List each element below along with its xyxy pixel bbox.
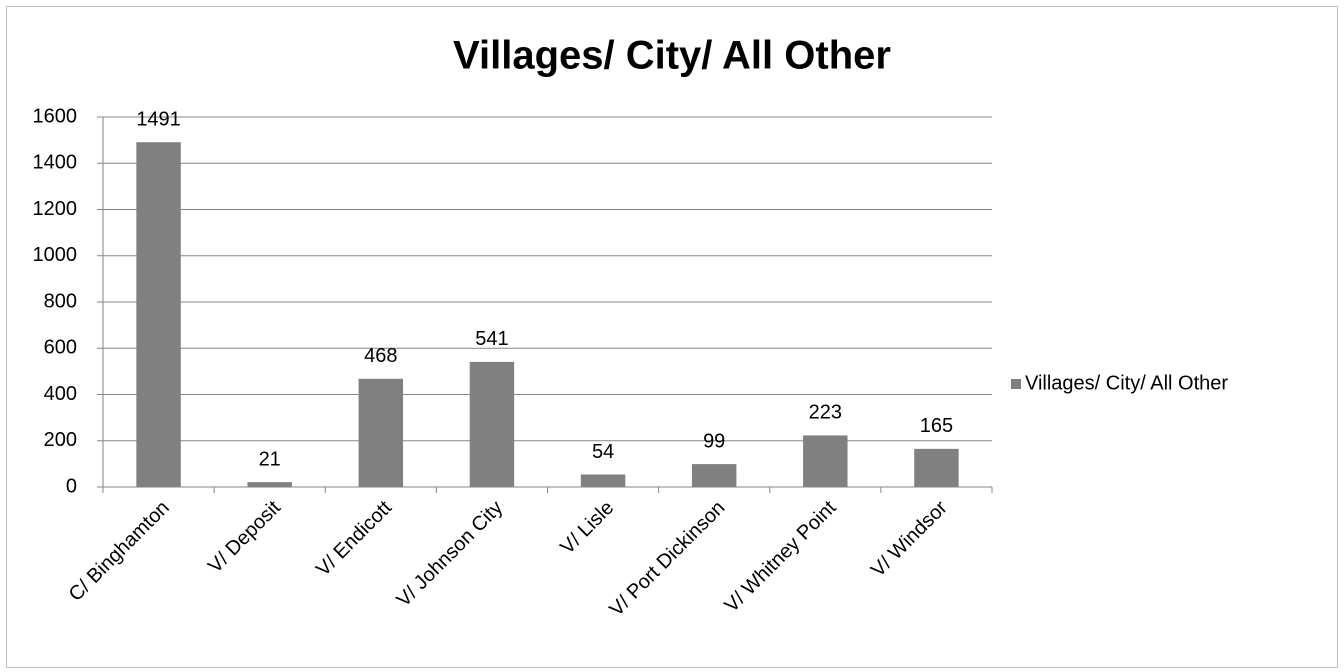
bar <box>914 448 959 487</box>
y-tick-label: 1000 <box>33 244 78 266</box>
y-tick-label: 1400 <box>33 152 78 174</box>
data-label: 541 <box>475 328 508 350</box>
y-tick-label: 400 <box>44 383 77 405</box>
bar <box>136 142 181 488</box>
bar <box>358 378 404 487</box>
y-tick-label: 200 <box>44 429 77 451</box>
data-label: 54 <box>592 441 614 463</box>
data-label: 1491 <box>136 108 181 130</box>
data-label: 99 <box>703 430 725 452</box>
y-tick-label: 0 <box>66 475 77 497</box>
data-label: 223 <box>809 402 842 424</box>
legend-swatch <box>1011 379 1021 389</box>
legend-label: Villages/ City/ All Other <box>1025 372 1228 394</box>
bar <box>469 361 515 487</box>
y-tick-label: 1200 <box>33 198 78 220</box>
bar <box>691 464 737 487</box>
y-tick-label: 800 <box>44 290 77 312</box>
chart-title: Villages/ City/ All Other <box>453 34 891 78</box>
data-label: 468 <box>364 345 397 367</box>
bar <box>580 474 626 487</box>
bar <box>803 435 848 487</box>
bar <box>247 482 292 487</box>
y-tick-label: 600 <box>44 337 77 359</box>
y-tick-label: 1600 <box>33 105 78 127</box>
data-label: 165 <box>920 415 953 437</box>
data-label: 21 <box>259 448 281 470</box>
